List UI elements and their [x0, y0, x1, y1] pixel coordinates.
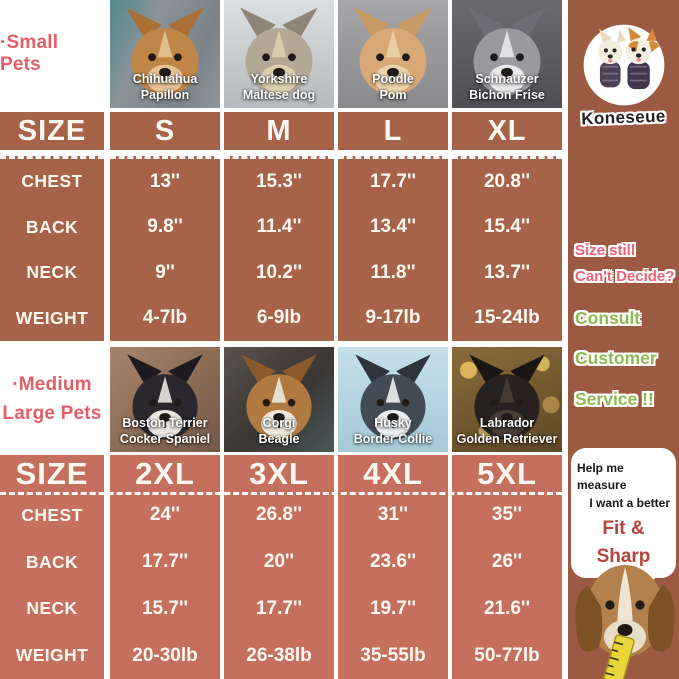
- size-l-values-column: 17.7'' 13.4'' 11.8'' 9-17lb: [338, 156, 448, 341]
- beagle-with-measuring-tape-photo: [575, 565, 675, 679]
- speech-bubble: Help me measure I want a better Fit & Sh…: [571, 448, 676, 579]
- dog-photo-husky-border-collie: Husky Border Collie: [338, 347, 448, 452]
- brand-logo-badge: [581, 22, 667, 108]
- bubble-line2: I want a better: [589, 495, 670, 510]
- small-pets-section-label: ·Small Pets: [0, 0, 104, 108]
- bubble-line3: Fit & Sharp: [596, 518, 651, 567]
- small-pets-label-text: ·Small Pets: [0, 32, 59, 75]
- photo-caption: Poodle Pom: [372, 71, 414, 102]
- dog-photo-poodle-pom: Poodle Pom: [338, 0, 448, 108]
- size-m-values-column: 15.3'' 11.4'' 10.2'' 6-9lb: [224, 156, 334, 341]
- small-pets-photo-row: ·Small Pets Chihuahua Papillon Yorkshire…: [0, 0, 562, 108]
- size-5xl-column: 5XL 35'' 26'' 21.6'' 50-77lb: [452, 455, 562, 679]
- size-s-values-column: 13'' 9.8'' 9'' 4-7lb: [110, 156, 220, 341]
- medium-label-line1: ·Medium: [12, 374, 92, 395]
- size-s-cell: S: [110, 112, 220, 150]
- size-4xl-column: 4XL 31'' 23.6'' 19.7'' 35-55lb: [338, 455, 448, 679]
- small-size-header-row: SIZE S M L XL: [0, 112, 562, 150]
- measure-labels-column-2: SIZE CHEST BACK NECK WEIGHT: [0, 455, 104, 679]
- bubble-line1: Help me measure: [577, 461, 627, 493]
- photo-caption: Chihuahua Papillon: [132, 71, 198, 102]
- size-header-cell-2: SIZE: [15, 455, 89, 491]
- dashed-divider: [0, 492, 562, 495]
- photo-caption: Boston Terrier Cocker Spaniel: [119, 415, 211, 446]
- photo-caption: Corgi Beagle: [258, 415, 300, 446]
- dog-photo-corgi-beagle: Corgi Beagle: [224, 347, 334, 452]
- size-m-cell: M: [224, 112, 334, 150]
- dog-photo-yorkshire-maltese: Yorkshire Maltese dog: [224, 0, 334, 108]
- medium-label-line2: Large Pets: [2, 402, 102, 424]
- dog-photo-schnauzer-bichon: Schnauzer Bichon Frise: [452, 0, 562, 108]
- brand-name: Koneseue: [580, 106, 667, 129]
- dog-photo-labrador-golden: Labrador Golden Retriever: [452, 347, 562, 452]
- small-size-table-body: CHEST BACK NECK WEIGHT 13'' 9.8'' 9'' 4-…: [0, 156, 562, 341]
- medium-pets-section-label: ·Medium Large Pets: [0, 347, 104, 452]
- measure-labels-column: CHEST BACK NECK WEIGHT: [0, 156, 104, 341]
- photo-caption: Husky Border Collie: [353, 415, 433, 446]
- corgi-dogs-logo-icon: [583, 24, 664, 106]
- size-2xl-column: 2XL 24'' 17.7'' 15.7'' 20-30lb: [110, 455, 220, 679]
- photo-caption: Labrador Golden Retriever: [456, 415, 558, 446]
- medium-pets-photo-row: ·Medium Large Pets Boston Terrier Cocker…: [0, 347, 562, 452]
- size-xl-cell: XL: [452, 112, 562, 150]
- size-3xl-column: 3XL 26.8'' 20'' 17.7'' 26-38lb: [224, 455, 334, 679]
- size-xl-values-column: 20.8'' 15.4'' 13.7'' 15-24lb: [452, 156, 562, 341]
- photo-caption: Schnauzer Bichon Frise: [469, 71, 545, 102]
- consult-service-text: Consult Customer Service !!: [575, 308, 657, 409]
- large-size-table: SIZE CHEST BACK NECK WEIGHT 2XL 24'' 17.…: [0, 455, 562, 679]
- dog-photo-chihuahua-papillon: Chihuahua Papillon: [110, 0, 220, 108]
- size-header-cell: SIZE: [0, 112, 104, 150]
- size-l-cell: L: [338, 112, 448, 150]
- photo-caption: Yorkshire Maltese dog: [242, 71, 316, 102]
- brand-sidebar: Koneseue Size still Can't Decide? Consul…: [568, 0, 679, 679]
- size-decide-text: Size still Can't Decide?: [575, 242, 675, 286]
- dog-photo-boston-terrier-cocker: Boston Terrier Cocker Spaniel: [110, 347, 220, 452]
